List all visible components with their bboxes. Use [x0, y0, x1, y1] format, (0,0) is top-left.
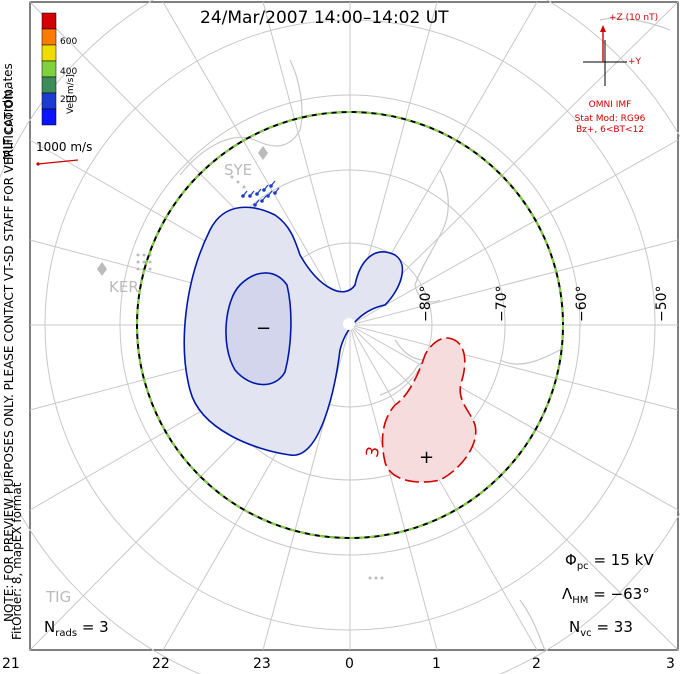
- reference-vector-arrow: [36, 159, 79, 166]
- velocity-scale-swatch: [41, 12, 57, 30]
- phi-subscript: pc: [576, 561, 589, 572]
- nrads-symbol: N: [44, 618, 56, 636]
- velocity-scale-swatch: [41, 92, 57, 110]
- latitude-label-60: −60°: [574, 285, 590, 322]
- positive-cell: [381, 337, 477, 483]
- nvc-symbol: N: [569, 618, 581, 636]
- radar-count: Nrads = 3: [44, 618, 109, 639]
- phi-value: = 15 kV: [593, 551, 654, 569]
- plot-frame: [29, 1, 679, 651]
- nrads-value: = 3: [81, 618, 109, 636]
- lambda-symbol: Λ: [562, 585, 573, 603]
- radar-station-markers: [97, 146, 268, 276]
- magnetic-pole-hole: [343, 318, 355, 330]
- mlt-label-22: 22: [152, 656, 170, 672]
- latitude-label-80: −80°: [418, 285, 434, 322]
- map-title: 24/Mar/2007 14:00–14:02 UT: [200, 8, 449, 28]
- nvc-subscript: vc: [580, 628, 592, 639]
- negative-cell-inner: [225, 272, 292, 386]
- lambda-value: = −63°: [593, 585, 650, 603]
- radar-fov-dots: [136, 175, 384, 580]
- phi-symbol: Φ: [565, 551, 577, 569]
- mlt-label-21: 21: [2, 656, 20, 672]
- imf-y-label: +Y: [628, 57, 642, 67]
- vector-count: Nvc = 33: [569, 618, 633, 639]
- nvc-value: = 33: [596, 618, 633, 636]
- velocity-tick-200: 200: [60, 95, 78, 105]
- fit-order-notice: FitOrder: 8, mapEX format: [10, 482, 24, 640]
- velocity-scale-swatch: [41, 28, 57, 46]
- station-label-ker: KER: [109, 278, 139, 296]
- velocity-tick-600: 600: [60, 37, 78, 47]
- imf-clock-dial: [583, 25, 627, 86]
- latitude-label-70: −70°: [494, 285, 510, 322]
- mlt-label-1: 1: [432, 656, 441, 672]
- mlt-label-2: 2: [532, 656, 541, 672]
- velocity-scale-swatch: [41, 108, 57, 126]
- reference-vector-label: 1000 m/s: [36, 140, 93, 154]
- station-label-tig: TIG: [46, 588, 72, 606]
- heppner-maynard-boundary-dash: [136, 111, 564, 539]
- imf-z-label: +Z (10 nT): [609, 13, 659, 23]
- lambda-subscript: HM: [572, 595, 589, 606]
- negative-cell-outer: [183, 206, 404, 456]
- heppner-maynard-latitude: ΛHM = −63°: [562, 585, 650, 606]
- nrads-subscript: rads: [55, 628, 78, 639]
- velocity-scale-swatch: [41, 76, 57, 94]
- velocity-tick-400: 400: [60, 67, 78, 77]
- stat-model-name: Stat Mod: RG96: [574, 114, 646, 124]
- positive-potential-marker: +: [419, 447, 435, 468]
- mlt-label-23: 23: [253, 656, 271, 672]
- velocity-scale-swatch: [41, 60, 57, 78]
- velocity-scale-swatch: [41, 44, 57, 62]
- mlt-label-0: 0: [345, 656, 354, 672]
- station-label-sye: SYE: [224, 161, 253, 179]
- negative-potential-marker: −: [256, 318, 272, 339]
- latitude-label-50: −50°: [654, 285, 670, 322]
- stat-model-bin: Bz+, 6<BT<12: [575, 125, 645, 135]
- velocity-color-scale: [41, 12, 57, 126]
- mlt-label-3: 3: [666, 656, 675, 672]
- imf-source: OMNI IMF: [588, 100, 632, 110]
- cross-polar-potential: Φpc = 15 kV: [565, 551, 654, 572]
